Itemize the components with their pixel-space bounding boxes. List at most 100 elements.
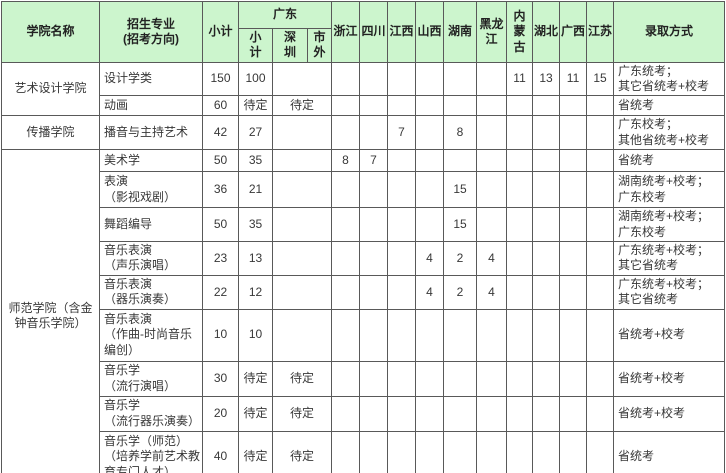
province-cell — [532, 274, 561, 310]
table-row: 音乐学 （流行演唱） 30 待定 待定 省统考+校考 — [2, 360, 726, 397]
major-cell: 音乐学（师范） （培养学前艺术教育专门人才） — [99, 430, 203, 473]
admission-cell: 广东校考； 其他省统考+校考 — [613, 115, 726, 151]
header-row-2: 小 计 深 圳 市 外 — [2, 28, 725, 63]
province-cell — [532, 395, 561, 432]
province-cell — [506, 149, 534, 173]
admission-cell: 省统考 — [613, 95, 726, 117]
subtotal-cell: 60 — [202, 95, 239, 117]
subtotal-cell: 150 — [202, 61, 239, 97]
province-cell: 15 — [443, 207, 478, 242]
province-cell — [387, 395, 417, 432]
gd-city-cell — [271, 149, 333, 173]
gd-city-cell: 待定 — [271, 395, 333, 432]
gd-city-cell — [271, 207, 333, 242]
province-cell — [532, 115, 561, 151]
province-cell — [532, 430, 561, 473]
province-cell — [331, 61, 361, 97]
admission-cell: 广东统考； 其它省统考+校考 — [613, 61, 726, 97]
province-cell — [331, 240, 361, 276]
province-cell — [443, 308, 478, 362]
province-cell — [387, 149, 417, 173]
major-cell: 音乐表演 （声乐演唱） — [99, 240, 203, 276]
province-cell — [387, 308, 417, 362]
province-cell — [559, 430, 588, 473]
province-cell — [476, 95, 508, 117]
admission-cell: 省统考+校考 — [613, 395, 726, 432]
gd-city-cell — [271, 274, 333, 310]
gd-subtotal-cell: 待定 — [238, 360, 273, 397]
province-cell — [359, 274, 389, 310]
province-cell — [559, 240, 588, 276]
province-cell — [586, 207, 615, 242]
admission-cell: 省统考 — [613, 149, 726, 173]
gd-subtotal-cell: 12 — [238, 274, 273, 310]
table-row: 传播学院 播音与主持艺术 42 27 7 8 广东校考； 其他省统考+校考 — [1, 115, 726, 151]
province-cell — [415, 61, 445, 97]
admission-cell: 省统考+校考 — [613, 308, 726, 362]
province-cell: 4 — [415, 240, 445, 276]
table-row: 音乐表演 （器乐演奏） 22 12 4 2 4 广东统考+校考； 其它省统考 — [2, 274, 726, 310]
admission-cell: 广东统考+校考； 其它省统考 — [613, 274, 726, 310]
province-cell — [387, 360, 417, 397]
province-cell — [506, 115, 534, 151]
admission-cell: 省统考 — [613, 430, 726, 473]
province-cell — [359, 207, 389, 242]
province-cell — [506, 360, 534, 397]
province-cell — [506, 430, 534, 473]
subtotal-cell: 30 — [202, 360, 239, 397]
province-cell — [331, 430, 361, 473]
col-header-province-neimenggu: 内蒙 古 — [506, 1, 534, 63]
province-cell — [586, 149, 615, 173]
province-cell — [586, 274, 615, 310]
province-cell: 11 — [559, 61, 588, 97]
province-cell — [586, 240, 615, 276]
province-cell — [331, 360, 361, 397]
table-row: 音乐表演 （声乐演唱） 23 13 4 2 4 广东统考+校考； 其它省统考 — [2, 240, 726, 276]
province-cell: 7 — [359, 149, 389, 173]
province-cell — [532, 308, 561, 362]
table-body: 艺术设计学院 设计学类 150 100 11 13 11 15 广东统考； 其它… — [1, 61, 726, 473]
table-row: 音乐学 （流行器乐演奏） 20 待定 待定 省统考+校考 — [2, 395, 726, 432]
province-cell — [476, 149, 508, 173]
province-cell — [506, 395, 534, 432]
admission-cell: 广东统考+校考； 其它省统考 — [613, 240, 726, 276]
province-cell — [476, 115, 508, 151]
province-cell — [359, 171, 389, 209]
subtotal-cell: 42 — [202, 115, 239, 151]
province-cell — [559, 171, 588, 209]
province-cell — [532, 360, 561, 397]
subtotal-cell: 22 — [202, 274, 239, 310]
province-cell — [559, 149, 588, 173]
province-cell — [476, 61, 508, 97]
subtotal-cell: 50 — [202, 149, 239, 173]
province-cell — [586, 395, 615, 432]
gd-subtotal-cell: 待定 — [238, 395, 273, 432]
major-cell: 音乐表演 （作曲-时尚音乐编创） — [99, 308, 203, 362]
major-cell: 动画 — [99, 95, 203, 117]
major-cell: 美术学 — [99, 149, 203, 173]
province-cell — [359, 95, 389, 117]
gd-subtotal-cell: 13 — [238, 240, 273, 276]
province-cell — [586, 95, 615, 117]
col-header-admission: 录取方式 — [613, 1, 726, 63]
gd-city-cell: 待定 — [271, 430, 333, 473]
gd-city-cell: 待定 — [271, 95, 333, 117]
gd-city-cell — [271, 308, 333, 362]
province-cell — [559, 360, 588, 397]
gd-subtotal-cell: 35 — [238, 207, 273, 242]
province-cell — [506, 308, 534, 362]
gd-subtotal-cell: 21 — [238, 171, 273, 209]
subtotal-cell: 36 — [202, 171, 239, 209]
province-cell: 2 — [443, 274, 478, 310]
province-cell — [359, 240, 389, 276]
major-cell: 舞蹈编导 — [99, 207, 203, 242]
province-cell — [387, 240, 417, 276]
col-header-province-hunan: 湖南 — [443, 1, 478, 63]
province-cell — [559, 274, 588, 310]
province-cell — [359, 395, 389, 432]
province-cell: 8 — [443, 115, 478, 151]
col-header-province-jiangsu: 江苏 — [586, 1, 615, 63]
province-cell — [506, 171, 534, 209]
